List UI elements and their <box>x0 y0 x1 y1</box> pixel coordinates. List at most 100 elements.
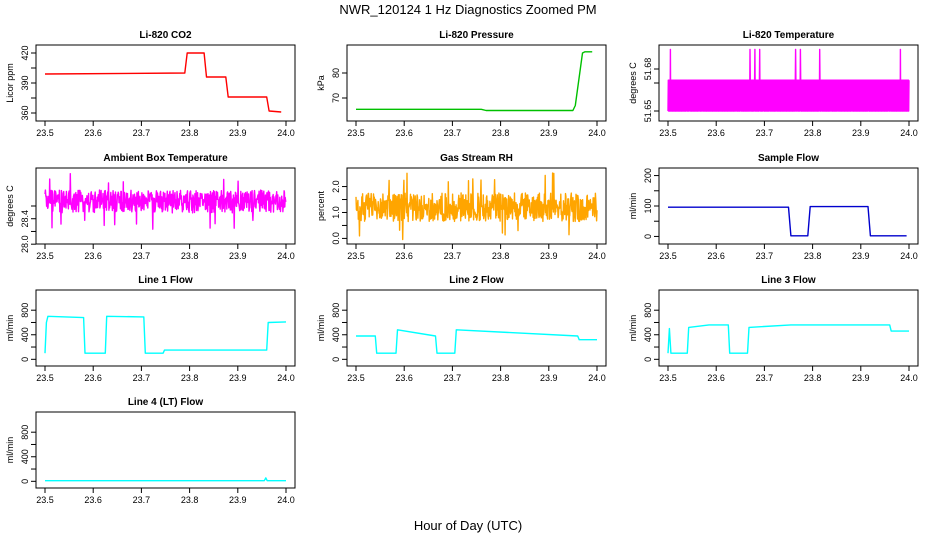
x-tick-label: 23.9 <box>229 495 247 505</box>
plot-frame <box>658 167 919 245</box>
x-tick-label: 23.6 <box>707 373 725 383</box>
panel-title: Li-820 Temperature <box>743 30 835 41</box>
panel-title: Line 2 Flow <box>449 275 504 286</box>
x-tick-label: 24.0 <box>900 373 918 383</box>
y-tick-label: 420 <box>20 45 30 60</box>
x-tick-label: 23.6 <box>84 373 102 383</box>
y-axis-label: ml/min <box>316 315 326 342</box>
x-tick-label: 24.0 <box>588 128 606 138</box>
x-tick-label: 23.8 <box>181 128 199 138</box>
x-tick-label: 23.9 <box>540 373 558 383</box>
x-tick-label: 24.0 <box>277 495 295 505</box>
plot-frame <box>346 289 607 367</box>
y-axis-label: ml/min <box>628 193 638 220</box>
y-tick-label: 70 <box>331 93 341 103</box>
y-axis-label: ml/min <box>628 315 638 342</box>
panel: Sample Flow ml/min 23.5 23.6 23.7 23.8 23.9 24.… <box>628 153 919 261</box>
x-tick-label: 24.0 <box>277 373 295 383</box>
series-line <box>44 315 287 354</box>
x-tick-label: 23.7 <box>444 128 462 138</box>
x-tick-label: 24.0 <box>277 128 295 138</box>
y-tick-label: 1.0 <box>331 206 341 219</box>
x-tick-label: 23.7 <box>444 373 462 383</box>
series-line <box>355 172 598 241</box>
y-axis-label: degrees C <box>628 62 638 104</box>
plot-frame <box>35 44 296 122</box>
x-tick-label: 23.8 <box>181 373 199 383</box>
x-tick-label: 23.6 <box>395 251 413 261</box>
y-tick-label: 360 <box>20 105 30 120</box>
x-tick-label: 24.0 <box>277 251 295 261</box>
x-tick-label: 23.8 <box>492 251 510 261</box>
x-tick-label: 23.7 <box>756 373 774 383</box>
panel-title: Li-820 Pressure <box>439 30 514 41</box>
x-tick-label: 23.8 <box>804 251 822 261</box>
x-tick-label: 23.5 <box>659 128 677 138</box>
x-tick-label: 23.5 <box>36 495 54 505</box>
y-tick-label: 800 <box>643 303 653 318</box>
plot-frame <box>346 44 607 122</box>
plot-frame <box>35 411 296 489</box>
x-tick-label: 23.9 <box>852 128 870 138</box>
y-tick-label: 28.0 <box>20 235 30 253</box>
x-tick-label: 23.5 <box>36 373 54 383</box>
y-tick-label: 400 <box>331 327 341 342</box>
series-line <box>667 48 910 112</box>
panel: Line 4 (LT) Flow ml/min 23.5 23.6 23.7 23.8 23… <box>5 397 296 505</box>
y-tick-label: 800 <box>331 303 341 318</box>
y-tick-label: 800 <box>20 425 30 440</box>
y-tick-label: 51.65 <box>643 100 653 123</box>
panel-title: Ambient Box Temperature <box>103 153 228 164</box>
panel-title: Li-820 CO2 <box>139 30 192 41</box>
y-tick-label: 0.0 <box>331 232 341 245</box>
panel: Li-820 CO2 Licor ppm 23.5 23.6 23.7 23.8 23.9 2… <box>5 30 296 138</box>
plot-frame <box>346 167 607 245</box>
y-axis-label: ml/min <box>5 315 15 342</box>
x-tick-label: 23.7 <box>444 251 462 261</box>
panel-title: Line 4 (LT) Flow <box>128 397 204 408</box>
y-tick-label: 2.0 <box>331 180 341 193</box>
series-line <box>44 173 287 230</box>
panel: Li-820 Temperature degrees C 23.5 23.6 23.7 2… <box>628 30 919 138</box>
figure-title: NWR_120124 1 Hz Diagnostics Zoomed PM <box>339 2 596 17</box>
x-tick-label: 23.8 <box>804 373 822 383</box>
x-tick-label: 23.5 <box>659 373 677 383</box>
y-axis-label: ml/min <box>5 437 15 464</box>
x-tick-label: 23.5 <box>347 251 365 261</box>
panel: Li-820 Pressure kPa 23.5 23.6 23.7 23.8 23.9 24… <box>316 30 607 138</box>
y-axis-label: kPa <box>316 75 326 91</box>
y-tick-label: 0 <box>643 357 653 362</box>
x-tick-label: 23.7 <box>133 251 151 261</box>
x-tick-label: 23.7 <box>133 495 151 505</box>
y-axis-label: Licor ppm <box>5 63 15 103</box>
panel-title: Sample Flow <box>758 153 819 164</box>
panel: Gas Stream RH percent 23.5 23.6 23.7 23.8 23.9… <box>316 153 607 261</box>
x-tick-label: 23.8 <box>492 373 510 383</box>
series-line <box>45 477 286 482</box>
x-tick-label: 23.8 <box>181 495 199 505</box>
y-tick-label: 200 <box>643 168 653 183</box>
y-tick-label: 80 <box>331 68 341 78</box>
figure-x-axis-label: Hour of Day (UTC) <box>414 518 522 533</box>
plot-frame <box>658 289 919 367</box>
y-tick-label: 400 <box>643 327 653 342</box>
panel: Line 3 Flow ml/min 23.5 23.6 23.7 23.8 23.9 24.… <box>628 275 919 383</box>
series-line <box>44 52 282 113</box>
x-tick-label: 23.6 <box>84 495 102 505</box>
x-tick-label: 24.0 <box>900 251 918 261</box>
x-tick-label: 23.9 <box>540 128 558 138</box>
x-tick-label: 23.6 <box>395 373 413 383</box>
series-line <box>356 51 593 112</box>
x-tick-label: 23.8 <box>804 128 822 138</box>
y-axis-label: degrees C <box>5 185 15 227</box>
x-tick-label: 24.0 <box>588 251 606 261</box>
x-tick-label: 23.6 <box>84 128 102 138</box>
panel-grid: Li-820 CO2 Licor ppm 23.5 23.6 23.7 23.8 23.9 2… <box>5 30 919 505</box>
plot-frame <box>35 289 296 367</box>
x-tick-label: 23.9 <box>540 251 558 261</box>
panel-title: Gas Stream RH <box>440 153 513 164</box>
panel: Line 2 Flow ml/min 23.5 23.6 23.7 23.8 23.9 24.… <box>316 275 607 383</box>
x-tick-label: 23.7 <box>756 251 774 261</box>
x-tick-label: 23.5 <box>36 251 54 261</box>
